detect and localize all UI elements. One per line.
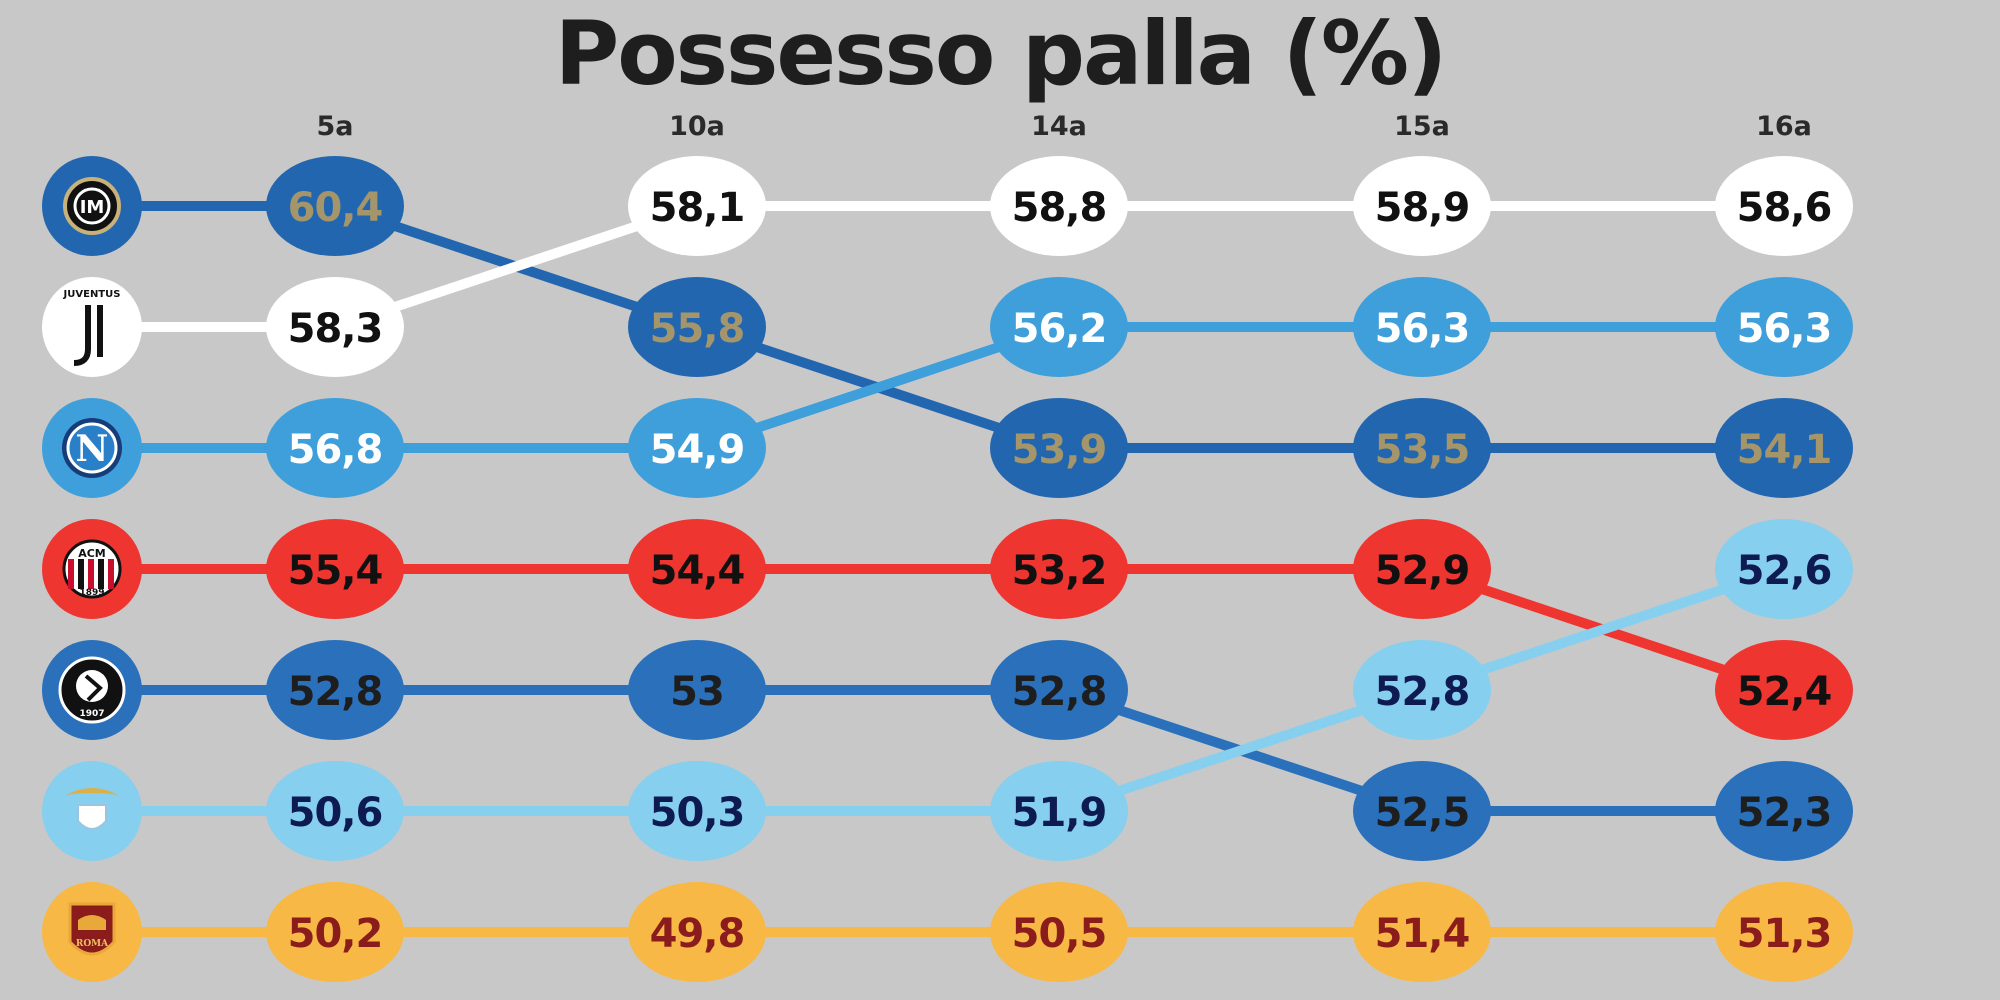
value-bubble: [1715, 519, 1853, 619]
data-label: 58,9: [1375, 185, 1470, 231]
value-bubble: [1353, 277, 1491, 377]
data-label: 52,4: [1737, 669, 1832, 715]
data-label: 52,9: [1375, 548, 1470, 594]
value-bubble: [990, 398, 1128, 498]
data-label: 50,2: [288, 911, 383, 957]
value-bubble: [1353, 398, 1491, 498]
value-bubble: [1715, 882, 1853, 982]
data-label: 53,2: [1012, 548, 1107, 594]
data-label: 50,5: [1012, 911, 1107, 957]
atalanta-crest-icon: 1907: [42, 640, 142, 740]
value-bubble: [1353, 761, 1491, 861]
value-bubble: [266, 761, 404, 861]
round-label: 16a: [1756, 111, 1812, 142]
value-bubble: [628, 519, 766, 619]
value-bubble: [266, 519, 404, 619]
data-label: 56,3: [1375, 306, 1470, 352]
value-bubble: [628, 761, 766, 861]
data-label: 52,6: [1737, 548, 1832, 594]
data-label: 55,8: [650, 306, 745, 352]
data-label: 53: [670, 669, 724, 715]
data-label: 54,1: [1737, 427, 1832, 473]
value-bubble: [990, 640, 1128, 740]
data-label: 52,3: [1737, 790, 1832, 836]
value-bubble: [1353, 882, 1491, 982]
data-label: 54,9: [650, 427, 745, 473]
value-bubble: [266, 156, 404, 256]
juventus-crest-icon: JUVENTUS: [42, 277, 142, 377]
data-label: 49,8: [650, 911, 745, 957]
data-label: 53,5: [1375, 427, 1470, 473]
data-label: 58,3: [288, 306, 383, 352]
value-bubble: [990, 882, 1128, 982]
roma-crest-icon: ROMA: [42, 882, 142, 982]
data-label: 56,8: [288, 427, 383, 473]
value-bubble: [266, 277, 404, 377]
value-bubble: [990, 519, 1128, 619]
data-label: 56,3: [1737, 306, 1832, 352]
data-label: 51,3: [1737, 911, 1832, 957]
value-bubble: [990, 156, 1128, 256]
data-label: 52,8: [288, 669, 383, 715]
round-label: 10a: [669, 111, 725, 142]
svg-text:ACM: ACM: [78, 547, 106, 560]
value-bubble: [628, 640, 766, 740]
lazio-crest-icon: [42, 761, 142, 861]
value-bubble: [266, 882, 404, 982]
value-bubble: [1715, 277, 1853, 377]
svg-text:IM: IM: [80, 197, 105, 218]
value-bubble: [990, 277, 1128, 377]
team-logos: IM JUVENTUS N ACM 1899 1907 ROMA: [42, 156, 142, 982]
data-label: 55,4: [288, 548, 383, 594]
milan-crest-icon: ACM 1899: [42, 519, 142, 619]
value-bubble: [990, 761, 1128, 861]
round-label: 15a: [1394, 111, 1450, 142]
svg-text:ROMA: ROMA: [76, 939, 109, 949]
value-bubble: [628, 156, 766, 256]
value-bubble: [628, 277, 766, 377]
data-label: 53,9: [1012, 427, 1107, 473]
value-bubble: [1715, 640, 1853, 740]
value-bubble: [628, 398, 766, 498]
value-bubble: [1715, 398, 1853, 498]
data-label: 52,8: [1375, 669, 1470, 715]
round-labels: 5a 10a 14a 15a 16a: [316, 111, 1811, 142]
value-bubble: [1353, 640, 1491, 740]
data-label: 58,6: [1737, 185, 1832, 231]
svg-text:1907: 1907: [79, 709, 104, 719]
round-label: 14a: [1031, 111, 1087, 142]
data-label: 58,8: [1012, 185, 1107, 231]
svg-text:1899: 1899: [79, 588, 104, 598]
chart-title: Possesso palla (%): [554, 2, 1448, 105]
data-label: 50,6: [288, 790, 383, 836]
round-label: 5a: [316, 111, 353, 142]
data-label: 52,5: [1375, 790, 1470, 836]
data-label: 54,4: [650, 548, 745, 594]
data-label: 51,9: [1012, 790, 1107, 836]
value-bubble: [1715, 761, 1853, 861]
data-label: 51,4: [1375, 911, 1470, 957]
value-bubbles: 60,4 55,8 53,9 53,5 54,1 58,3 58,1 58,8 58,9 58,6…: [266, 156, 1853, 982]
data-label: 50,3: [650, 790, 745, 836]
data-label: 52,8: [1012, 669, 1107, 715]
value-bubble: [266, 640, 404, 740]
data-label: 58,1: [650, 185, 745, 231]
data-label: 60,4: [288, 185, 383, 231]
svg-text:N: N: [76, 428, 109, 470]
value-bubble: [266, 398, 404, 498]
value-bubble: [1353, 156, 1491, 256]
inter-crest-icon: IM: [42, 156, 142, 256]
napoli-crest-icon: N: [42, 398, 142, 498]
value-bubble: [1715, 156, 1853, 256]
value-bubble: [628, 882, 766, 982]
svg-text:JUVENTUS: JUVENTUS: [63, 289, 121, 300]
data-label: 56,2: [1012, 306, 1107, 352]
value-bubble: [1353, 519, 1491, 619]
